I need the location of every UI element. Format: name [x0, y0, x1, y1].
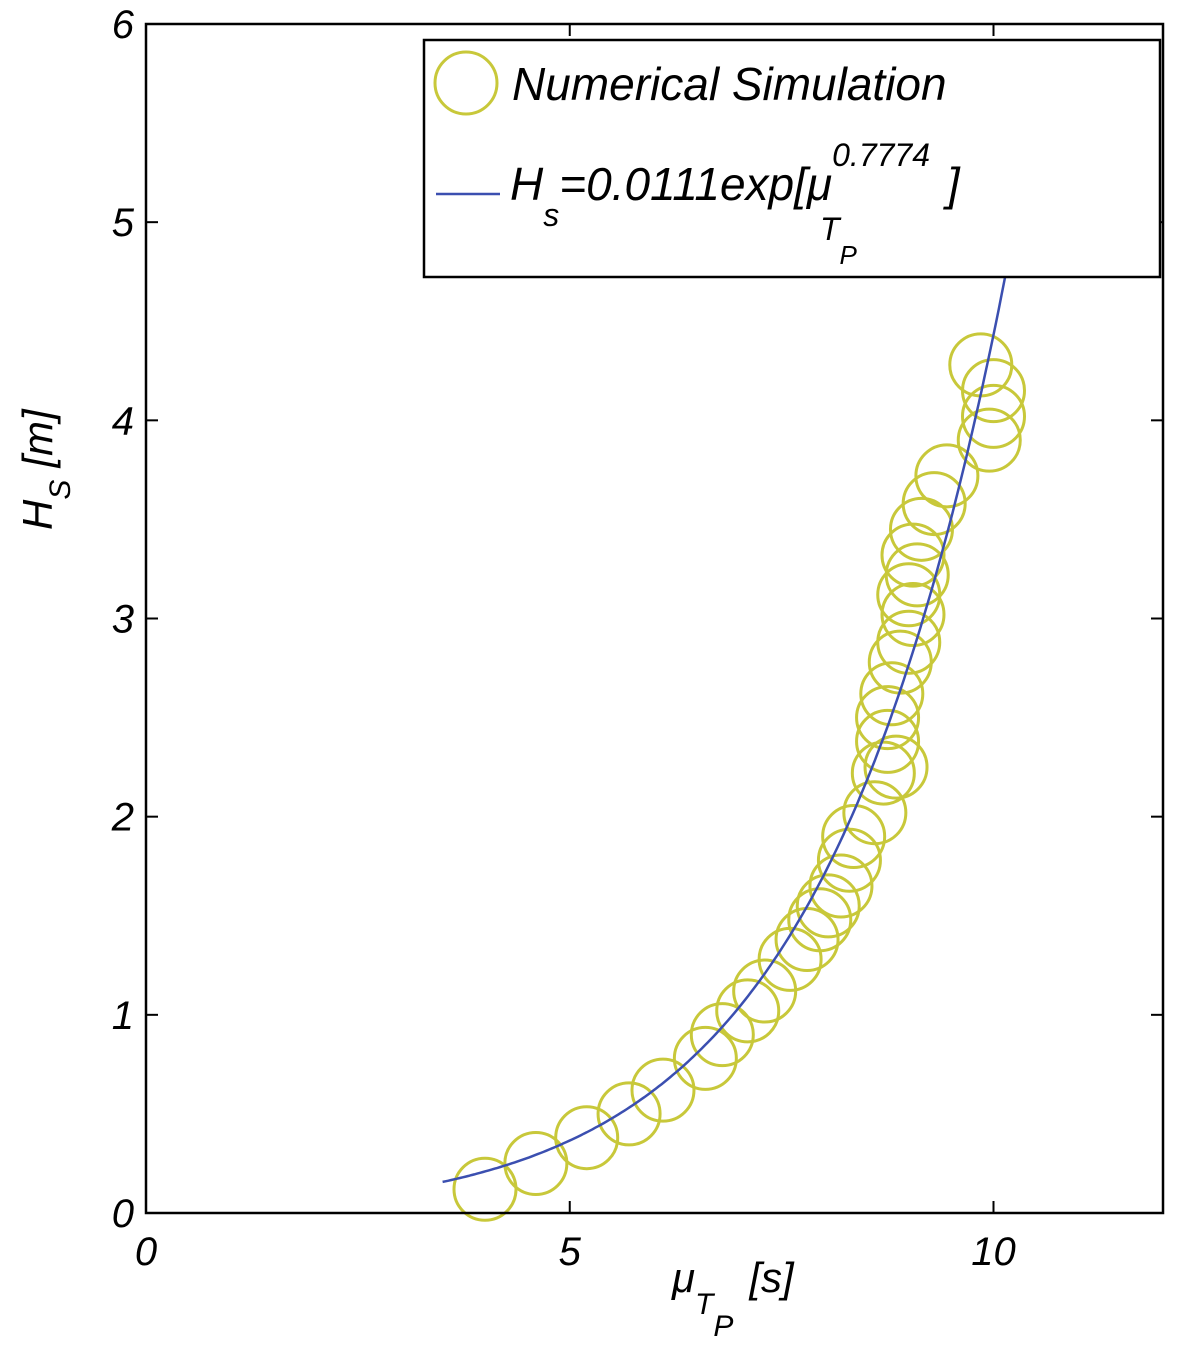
data-point [880, 522, 946, 588]
data-point [808, 853, 874, 919]
data-point [554, 1105, 620, 1171]
data-point [859, 661, 925, 727]
data-point [956, 407, 1022, 473]
data-point [503, 1130, 569, 1196]
data-point [884, 542, 950, 608]
tick-layer: 0 5 10 0 1 2 3 4 5 6 [111, 3, 1163, 1274]
x-tick-label: 0 [135, 1230, 157, 1274]
fit-layer [442, 203, 1021, 1184]
data-point [850, 740, 916, 806]
data-point [855, 708, 921, 774]
y-tick-label: 5 [112, 201, 135, 245]
data-point [630, 1057, 696, 1123]
data-point [672, 1025, 738, 1091]
y-tick-label: 0 [112, 1192, 134, 1236]
data-point [774, 907, 840, 973]
legend-fit-label: Hs=0.0111exp[μ0.7774 TP] [510, 137, 961, 270]
x-tick-label: 10 [971, 1230, 1016, 1274]
data-point [961, 358, 1026, 424]
data-point [842, 780, 908, 846]
legend-scatter-marker [433, 50, 499, 116]
data-point [821, 803, 887, 869]
data-point [914, 443, 980, 509]
data-point [795, 873, 861, 939]
x-axis-label: μTP[s] [671, 1254, 795, 1343]
y-tick-label: 2 [111, 796, 134, 840]
data-point [876, 609, 942, 675]
scatter-layer [452, 332, 1026, 1222]
data-point [855, 685, 921, 751]
legend-scatter-label: Numerical Simulation [512, 58, 947, 110]
data-point [901, 471, 967, 537]
data-point [452, 1156, 518, 1222]
y-tick-label: 1 [112, 994, 134, 1038]
y-tick-label: 4 [112, 399, 134, 443]
legend: Numerical Simulation Hs=0.0111exp[μ0.777… [422, 38, 1162, 279]
legend-box [422, 38, 1162, 279]
data-point [863, 734, 929, 800]
data-point [787, 887, 853, 953]
data-point [961, 383, 1026, 449]
y-axis-label: HS[m] [14, 408, 77, 530]
y-tick-label: 3 [112, 598, 134, 642]
data-point [715, 978, 781, 1044]
data-point [880, 582, 946, 648]
data-point [689, 1002, 755, 1068]
fit-curve [442, 203, 1021, 1184]
data-point [596, 1081, 662, 1147]
y-tick-label: 6 [112, 3, 135, 47]
x-tick-label: 5 [559, 1230, 582, 1274]
